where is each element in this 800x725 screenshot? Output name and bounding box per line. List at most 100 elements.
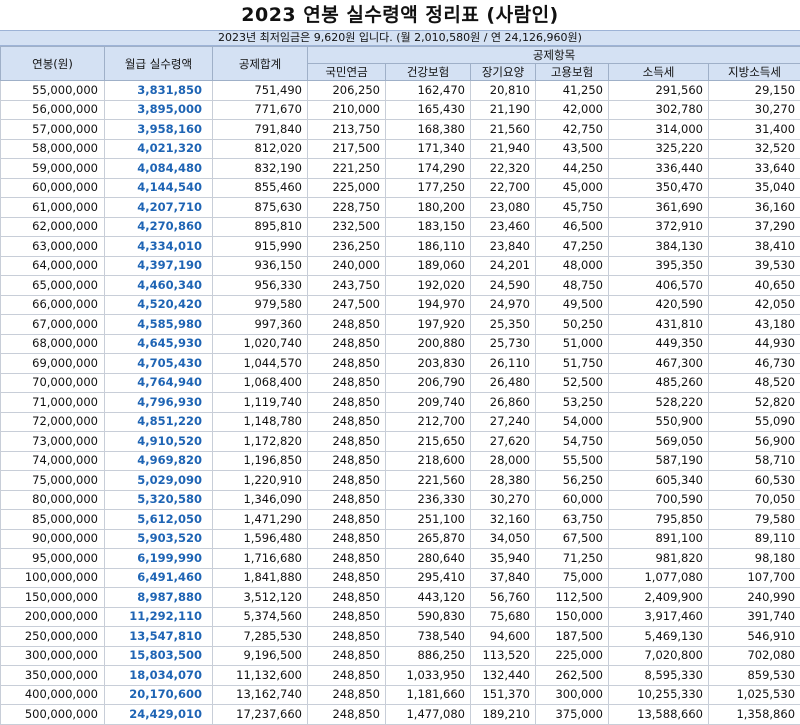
income-tax-cell: 467,300 (609, 354, 709, 374)
employment-cell: 54,750 (536, 432, 609, 452)
salary-table: 연봉(원) 월급 실수령액 공제합계 공제항목 국민연금 건강보험 장기요양 고… (0, 46, 800, 725)
salary-cell: 100,000,000 (1, 568, 105, 588)
longterm-care-cell: 23,840 (471, 237, 536, 257)
net-monthly-cell: 20,170,600 (105, 685, 213, 705)
local-tax-cell: 107,700 (709, 568, 800, 588)
income-tax-cell: 336,440 (609, 159, 709, 179)
pension-cell: 248,850 (308, 607, 386, 627)
local-tax-cell: 55,090 (709, 412, 800, 432)
net-monthly-cell: 4,520,420 (105, 295, 213, 315)
local-tax-cell: 31,400 (709, 120, 800, 140)
salary-cell: 65,000,000 (1, 276, 105, 296)
employment-cell: 41,250 (536, 81, 609, 101)
health-cell: 443,120 (386, 588, 471, 608)
health-cell: 197,920 (386, 315, 471, 335)
salary-cell: 73,000,000 (1, 432, 105, 452)
employment-cell: 42,000 (536, 100, 609, 120)
health-cell: 1,181,660 (386, 685, 471, 705)
total-deduction-cell: 855,460 (213, 178, 308, 198)
net-monthly-cell: 3,895,000 (105, 100, 213, 120)
local-tax-cell: 43,180 (709, 315, 800, 335)
income-tax-cell: 8,595,330 (609, 666, 709, 686)
total-deduction-cell: 875,630 (213, 198, 308, 218)
longterm-care-cell: 27,240 (471, 412, 536, 432)
local-tax-cell: 39,530 (709, 256, 800, 276)
header-deduction-group: 공제항목 (308, 47, 800, 64)
health-cell: 212,700 (386, 412, 471, 432)
health-cell: 162,470 (386, 81, 471, 101)
employment-cell: 63,750 (536, 510, 609, 530)
income-tax-cell: 420,590 (609, 295, 709, 315)
health-cell: 280,640 (386, 549, 471, 569)
employment-cell: 45,000 (536, 178, 609, 198)
health-cell: 174,290 (386, 159, 471, 179)
pension-cell: 236,250 (308, 237, 386, 257)
net-monthly-cell: 4,851,220 (105, 412, 213, 432)
net-monthly-cell: 4,705,430 (105, 354, 213, 374)
employment-cell: 262,500 (536, 666, 609, 686)
longterm-care-cell: 94,600 (471, 627, 536, 647)
pension-cell: 210,000 (308, 100, 386, 120)
employment-cell: 46,500 (536, 217, 609, 237)
employment-cell: 43,500 (536, 139, 609, 159)
employment-cell: 75,000 (536, 568, 609, 588)
total-deduction-cell: 17,237,660 (213, 705, 308, 725)
net-monthly-cell: 4,910,520 (105, 432, 213, 452)
employment-cell: 51,000 (536, 334, 609, 354)
employment-cell: 67,500 (536, 529, 609, 549)
header-employment: 고용보험 (536, 64, 609, 81)
employment-cell: 55,500 (536, 451, 609, 471)
longterm-care-cell: 22,700 (471, 178, 536, 198)
pension-cell: 248,850 (308, 393, 386, 413)
income-tax-cell: 587,190 (609, 451, 709, 471)
longterm-care-cell: 24,970 (471, 295, 536, 315)
net-monthly-cell: 4,585,980 (105, 315, 213, 335)
income-tax-cell: 13,588,660 (609, 705, 709, 725)
income-tax-cell: 325,220 (609, 139, 709, 159)
net-monthly-cell: 4,796,930 (105, 393, 213, 413)
header-income-tax: 소득세 (609, 64, 709, 81)
longterm-care-cell: 25,350 (471, 315, 536, 335)
employment-cell: 53,250 (536, 393, 609, 413)
net-monthly-cell: 24,429,010 (105, 705, 213, 725)
longterm-care-cell: 24,201 (471, 256, 536, 276)
total-deduction-cell: 11,132,600 (213, 666, 308, 686)
employment-cell: 112,500 (536, 588, 609, 608)
employment-cell: 54,000 (536, 412, 609, 432)
salary-cell: 500,000,000 (1, 705, 105, 725)
employment-cell: 51,750 (536, 354, 609, 374)
header-health: 건강보험 (386, 64, 471, 81)
pension-cell: 248,850 (308, 529, 386, 549)
total-deduction-cell: 1,172,820 (213, 432, 308, 452)
employment-cell: 52,500 (536, 373, 609, 393)
net-monthly-cell: 18,034,070 (105, 666, 213, 686)
local-tax-cell: 240,990 (709, 588, 800, 608)
local-tax-cell: 44,930 (709, 334, 800, 354)
local-tax-cell: 48,520 (709, 373, 800, 393)
pension-cell: 221,250 (308, 159, 386, 179)
employment-cell: 71,250 (536, 549, 609, 569)
income-tax-cell: 302,780 (609, 100, 709, 120)
local-tax-cell: 859,530 (709, 666, 800, 686)
health-cell: 251,100 (386, 510, 471, 530)
pension-cell: 248,850 (308, 685, 386, 705)
longterm-care-cell: 151,370 (471, 685, 536, 705)
health-cell: 177,250 (386, 178, 471, 198)
pension-cell: 243,750 (308, 276, 386, 296)
pension-cell: 248,850 (308, 490, 386, 510)
income-tax-cell: 795,850 (609, 510, 709, 530)
income-tax-cell: 395,350 (609, 256, 709, 276)
health-cell: 194,970 (386, 295, 471, 315)
employment-cell: 48,750 (536, 276, 609, 296)
income-tax-cell: 1,077,080 (609, 568, 709, 588)
